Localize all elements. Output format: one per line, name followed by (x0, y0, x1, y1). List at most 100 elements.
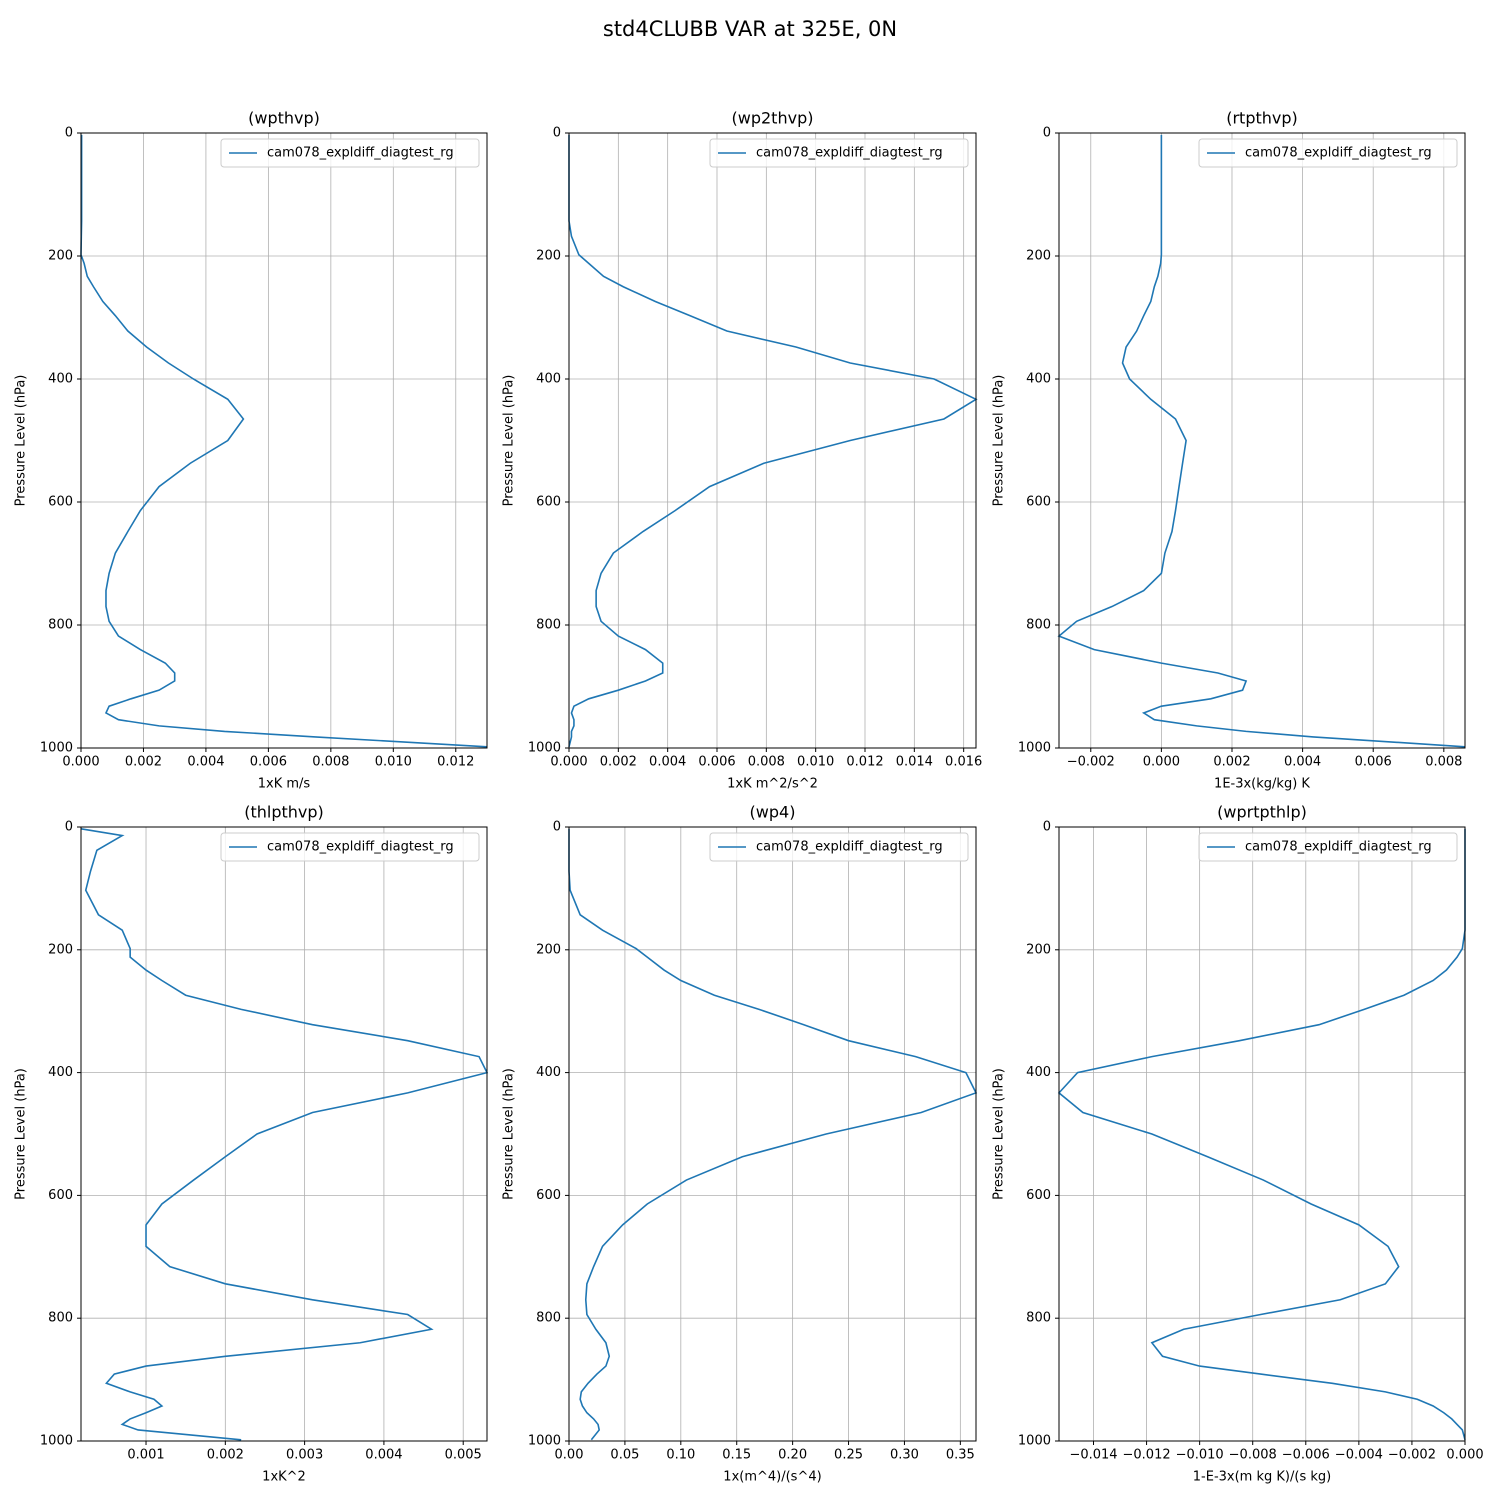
y-tick-label: 600 (1026, 495, 1051, 510)
y-tick-label: 800 (48, 1311, 73, 1326)
axes-title: (rtpthvp) (1226, 109, 1298, 128)
x-tick-label: 0.006 (1355, 755, 1392, 770)
y-tick-label: 800 (536, 1311, 561, 1326)
y-tick-label: 800 (1026, 618, 1051, 633)
x-tick-label: 0.000 (1143, 755, 1180, 770)
legend-box (220, 138, 480, 168)
x-tick-label: −0.004 (1335, 1448, 1383, 1463)
data-line (1057, 134, 1466, 748)
x-axis-label: 1xK^2 (262, 1470, 306, 1485)
legend-box (1198, 832, 1458, 862)
axes-frame (80, 132, 488, 749)
y-tick-label: 1000 (528, 1434, 561, 1449)
x-tick-label: 0.002 (1213, 755, 1250, 770)
y-tick-label: 800 (536, 618, 561, 633)
x-tick-label: 0.010 (375, 755, 412, 770)
x-tick-label: 0.006 (250, 755, 287, 770)
legend-box (1198, 138, 1458, 168)
x-tick-label: 0.05 (610, 1448, 639, 1463)
x-tick-label: 0.014 (896, 755, 933, 770)
x-tick-label: 0.006 (698, 755, 735, 770)
y-axis-label: Pressure Level (hPa) (14, 1068, 29, 1200)
x-axis-label: 1x(m^4)/(s^4) (723, 1470, 821, 1485)
legend-box (220, 832, 480, 862)
x-tick-label: −0.006 (1282, 1448, 1330, 1463)
data-line (1057, 828, 1466, 1440)
x-tick-label: 0.004 (1284, 755, 1321, 770)
x-tick-label: 0.15 (722, 1448, 751, 1463)
x-tick-label: 0.000 (1446, 1448, 1483, 1463)
x-tick-label: 0.008 (1425, 755, 1462, 770)
axes-title: (wp2thvp) (732, 109, 814, 128)
y-tick-label: 200 (1026, 249, 1051, 264)
y-tick-label: 200 (48, 942, 73, 957)
x-tick-label: −0.008 (1229, 1448, 1277, 1463)
x-tick-label: 0.016 (945, 755, 982, 770)
y-axis-label: Pressure Level (hPa) (502, 1068, 517, 1200)
axes-frame (568, 826, 977, 1442)
y-tick-label: 600 (48, 495, 73, 510)
legend-label: cam078_expldiff_diagtest_rg (756, 840, 943, 855)
x-axis-label: 1E-3x(kg/kg) K (1214, 777, 1310, 792)
x-tick-label: 0.004 (365, 1448, 402, 1463)
y-tick-label: 0 (65, 126, 73, 141)
data-line (568, 828, 978, 1441)
x-tick-label: −0.002 (1388, 1448, 1436, 1463)
y-tick-label: 200 (536, 942, 561, 957)
y-tick-label: 0 (65, 820, 73, 835)
x-tick-label: 0.004 (187, 755, 224, 770)
x-tick-label: 0.003 (286, 1448, 323, 1463)
x-tick-label: 0.000 (550, 755, 587, 770)
y-tick-label: 200 (536, 249, 561, 264)
y-tick-label: 400 (1026, 1065, 1051, 1080)
x-tick-label: −0.002 (1067, 755, 1115, 770)
y-tick-label: 800 (48, 618, 73, 633)
y-tick-label: 400 (48, 372, 73, 387)
x-axis-label: 1xK m^2/s^2 (727, 777, 818, 792)
legend-label: cam078_expldiff_diagtest_rg (267, 146, 454, 161)
y-tick-label: 0 (553, 820, 561, 835)
y-tick-label: 1000 (40, 741, 73, 756)
legend-label: cam078_expldiff_diagtest_rg (267, 840, 454, 855)
x-tick-label: −0.010 (1176, 1448, 1224, 1463)
x-tick-label: 0.20 (778, 1448, 807, 1463)
x-tick-label: 0.005 (445, 1448, 482, 1463)
x-tick-label: 0.001 (127, 1448, 164, 1463)
y-axis-label: Pressure Level (hPa) (14, 375, 29, 507)
x-tick-label: 0.008 (312, 755, 349, 770)
data-line (568, 134, 978, 747)
legend-label: cam078_expldiff_diagtest_rg (1245, 840, 1432, 855)
data-line (80, 828, 489, 1441)
y-axis-label: Pressure Level (hPa) (992, 375, 1007, 507)
legend-label: cam078_expldiff_diagtest_rg (756, 146, 943, 161)
x-tick-label: 0.004 (649, 755, 686, 770)
y-tick-label: 600 (1026, 1188, 1051, 1203)
y-tick-label: 600 (536, 1188, 561, 1203)
x-tick-label: 0.002 (600, 755, 637, 770)
axes-frame (1058, 826, 1466, 1442)
y-tick-label: 0 (553, 126, 561, 141)
y-tick-label: 1000 (40, 1434, 73, 1449)
y-axis-label: Pressure Level (hPa) (992, 1068, 1007, 1200)
axes-frame (568, 132, 977, 749)
y-tick-label: 200 (48, 249, 73, 264)
y-tick-label: 0 (1043, 126, 1051, 141)
axes-frame (80, 826, 488, 1442)
x-tick-label: 0.012 (846, 755, 883, 770)
y-tick-label: 800 (1026, 1311, 1051, 1326)
x-tick-label: −0.014 (1069, 1448, 1117, 1463)
y-axis-label: Pressure Level (hPa) (502, 375, 517, 507)
x-tick-label: −0.012 (1123, 1448, 1171, 1463)
x-axis-label: 1-E-3x(m kg K)/(s kg) (1193, 1470, 1331, 1485)
x-tick-label: 0.30 (890, 1448, 919, 1463)
legend-box (709, 138, 969, 168)
x-axis-label: 1xK m/s (258, 777, 311, 792)
x-tick-label: 0.35 (946, 1448, 975, 1463)
axes-title: (wprtpthlp) (1217, 803, 1307, 822)
y-tick-label: 400 (48, 1065, 73, 1080)
y-tick-label: 1000 (1018, 1434, 1051, 1449)
y-tick-label: 1000 (528, 741, 561, 756)
y-tick-label: 1000 (1018, 741, 1051, 756)
